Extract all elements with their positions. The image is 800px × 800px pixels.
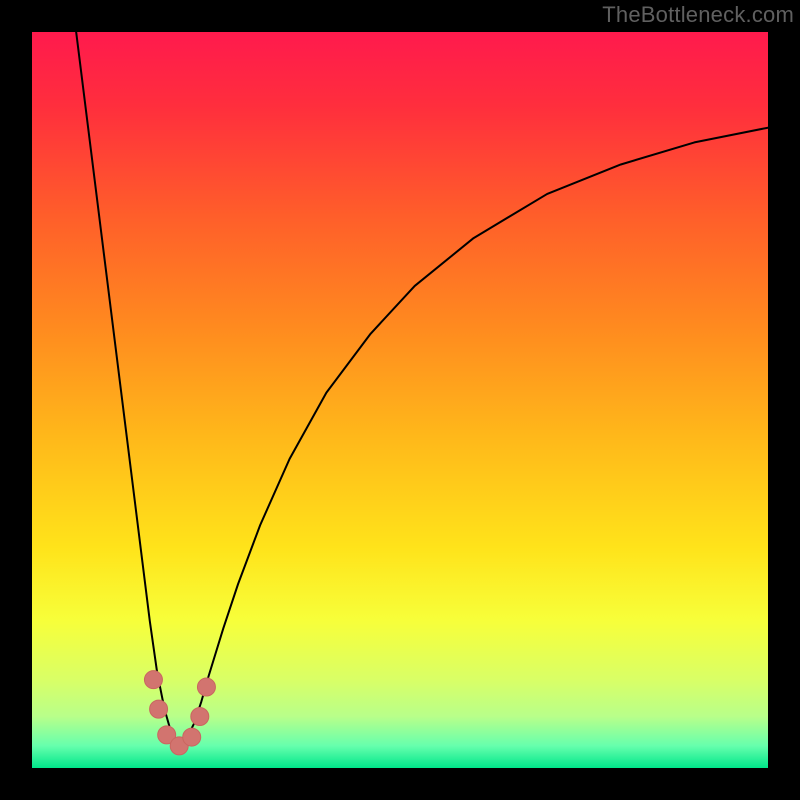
trough-marker xyxy=(191,707,209,725)
trough-marker xyxy=(197,678,215,696)
watermark-text: TheBottleneck.com xyxy=(602,2,794,28)
plot-background xyxy=(32,32,768,768)
chart-canvas xyxy=(0,0,800,800)
trough-marker xyxy=(144,671,162,689)
trough-marker xyxy=(150,700,168,718)
trough-marker xyxy=(183,728,201,746)
bottleneck-chart: TheBottleneck.com xyxy=(0,0,800,800)
